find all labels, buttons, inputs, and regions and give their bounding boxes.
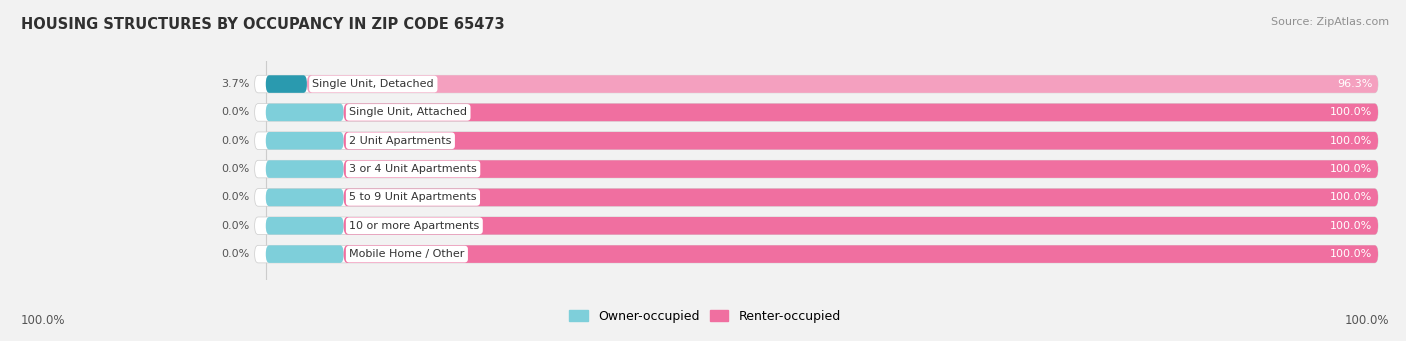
Text: 100.0%: 100.0% <box>1330 192 1372 203</box>
Text: 0.0%: 0.0% <box>221 249 249 259</box>
FancyBboxPatch shape <box>343 104 1378 121</box>
Text: Single Unit, Detached: Single Unit, Detached <box>312 79 434 89</box>
Text: HOUSING STRUCTURES BY OCCUPANCY IN ZIP CODE 65473: HOUSING STRUCTURES BY OCCUPANCY IN ZIP C… <box>21 17 505 32</box>
FancyBboxPatch shape <box>266 160 343 178</box>
Text: 0.0%: 0.0% <box>221 164 249 174</box>
FancyBboxPatch shape <box>343 245 1378 263</box>
FancyBboxPatch shape <box>266 104 343 121</box>
Text: Mobile Home / Other: Mobile Home / Other <box>349 249 464 259</box>
Text: 96.3%: 96.3% <box>1337 79 1372 89</box>
Text: 100.0%: 100.0% <box>21 314 66 327</box>
Text: 5 to 9 Unit Apartments: 5 to 9 Unit Apartments <box>349 192 477 203</box>
FancyBboxPatch shape <box>254 217 1378 235</box>
Text: 0.0%: 0.0% <box>221 221 249 231</box>
Text: 100.0%: 100.0% <box>1330 221 1372 231</box>
FancyBboxPatch shape <box>254 245 1378 263</box>
Text: 10 or more Apartments: 10 or more Apartments <box>349 221 479 231</box>
FancyBboxPatch shape <box>343 217 1378 235</box>
Text: 2 Unit Apartments: 2 Unit Apartments <box>349 136 451 146</box>
FancyBboxPatch shape <box>254 75 1378 93</box>
FancyBboxPatch shape <box>266 245 343 263</box>
Text: Single Unit, Attached: Single Unit, Attached <box>349 107 467 117</box>
FancyBboxPatch shape <box>254 132 1378 149</box>
FancyBboxPatch shape <box>307 75 1378 93</box>
FancyBboxPatch shape <box>266 132 343 149</box>
Text: Source: ZipAtlas.com: Source: ZipAtlas.com <box>1271 17 1389 27</box>
Text: 0.0%: 0.0% <box>221 136 249 146</box>
Text: 0.0%: 0.0% <box>221 192 249 203</box>
FancyBboxPatch shape <box>266 189 343 206</box>
Text: 3.7%: 3.7% <box>221 79 249 89</box>
Text: 0.0%: 0.0% <box>221 107 249 117</box>
FancyBboxPatch shape <box>254 160 1378 178</box>
Text: 100.0%: 100.0% <box>1330 136 1372 146</box>
FancyBboxPatch shape <box>343 189 1378 206</box>
Text: 100.0%: 100.0% <box>1330 164 1372 174</box>
FancyBboxPatch shape <box>254 189 1378 206</box>
Text: 100.0%: 100.0% <box>1330 249 1372 259</box>
Legend: Owner-occupied, Renter-occupied: Owner-occupied, Renter-occupied <box>564 305 846 328</box>
Text: 100.0%: 100.0% <box>1330 107 1372 117</box>
FancyBboxPatch shape <box>254 104 1378 121</box>
FancyBboxPatch shape <box>266 75 307 93</box>
Text: 3 or 4 Unit Apartments: 3 or 4 Unit Apartments <box>349 164 477 174</box>
FancyBboxPatch shape <box>266 217 343 235</box>
FancyBboxPatch shape <box>343 132 1378 149</box>
FancyBboxPatch shape <box>343 160 1378 178</box>
Text: 100.0%: 100.0% <box>1344 314 1389 327</box>
